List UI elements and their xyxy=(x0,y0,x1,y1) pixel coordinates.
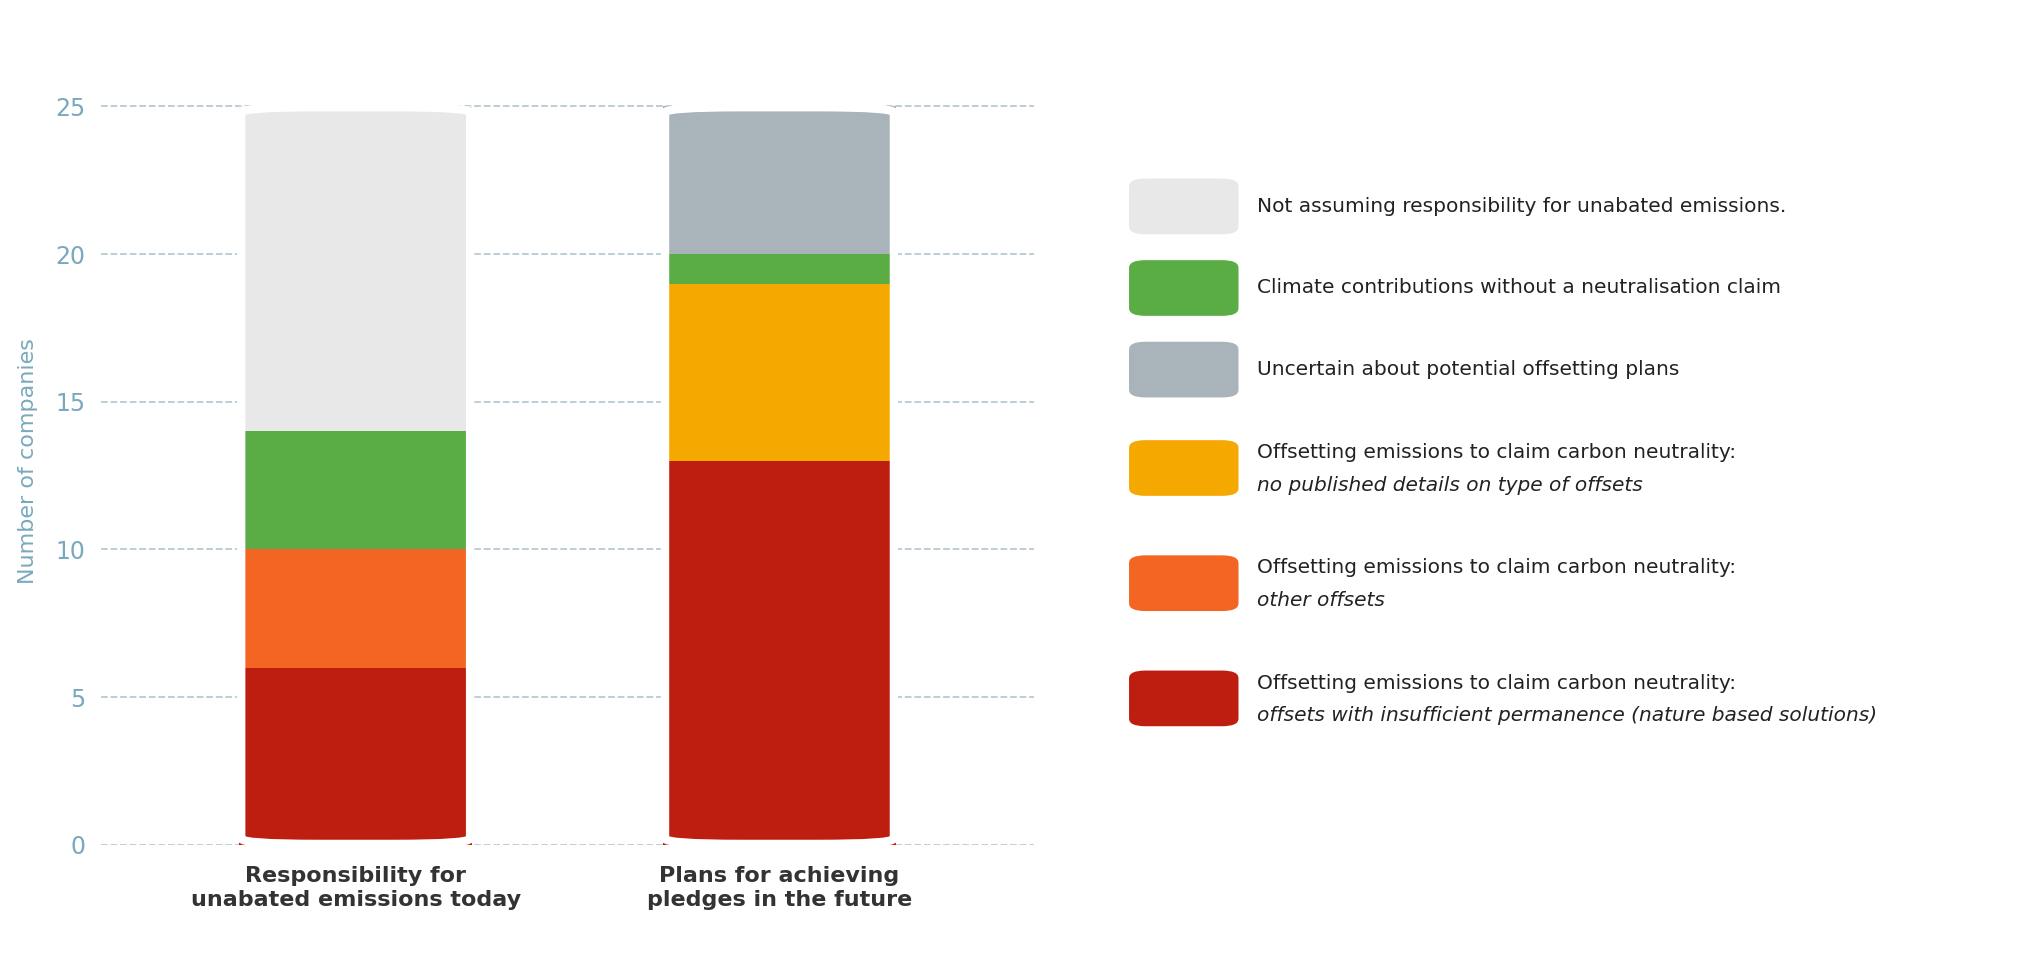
Bar xyxy=(663,107,896,254)
Text: no published details on type of offsets: no published details on type of offsets xyxy=(1257,476,1642,494)
Text: Offsetting emissions to claim carbon neutrality:: Offsetting emissions to claim carbon neu… xyxy=(1257,559,1735,577)
Text: Not assuming responsibility for unabated emissions.: Not assuming responsibility for unabated… xyxy=(1257,197,1786,216)
Text: Climate contributions without a neutralisation claim: Climate contributions without a neutrali… xyxy=(1257,278,1782,298)
Text: other offsets: other offsets xyxy=(1257,591,1384,610)
Text: Offsetting emissions to claim carbon neutrality:: Offsetting emissions to claim carbon neu… xyxy=(1257,674,1735,692)
Bar xyxy=(663,461,896,845)
Text: Offsetting emissions to claim carbon neutrality:: Offsetting emissions to claim carbon neu… xyxy=(1257,444,1735,462)
Text: offsets with insufficient permanence (nature based solutions): offsets with insufficient permanence (na… xyxy=(1257,707,1877,725)
Bar xyxy=(239,431,472,549)
Bar xyxy=(663,283,896,461)
Text: Uncertain about potential offsetting plans: Uncertain about potential offsetting pla… xyxy=(1257,360,1678,379)
Y-axis label: Number of companies: Number of companies xyxy=(18,338,39,584)
Bar xyxy=(239,107,472,431)
Bar xyxy=(239,549,472,667)
Bar xyxy=(663,254,896,283)
Bar xyxy=(239,667,472,845)
